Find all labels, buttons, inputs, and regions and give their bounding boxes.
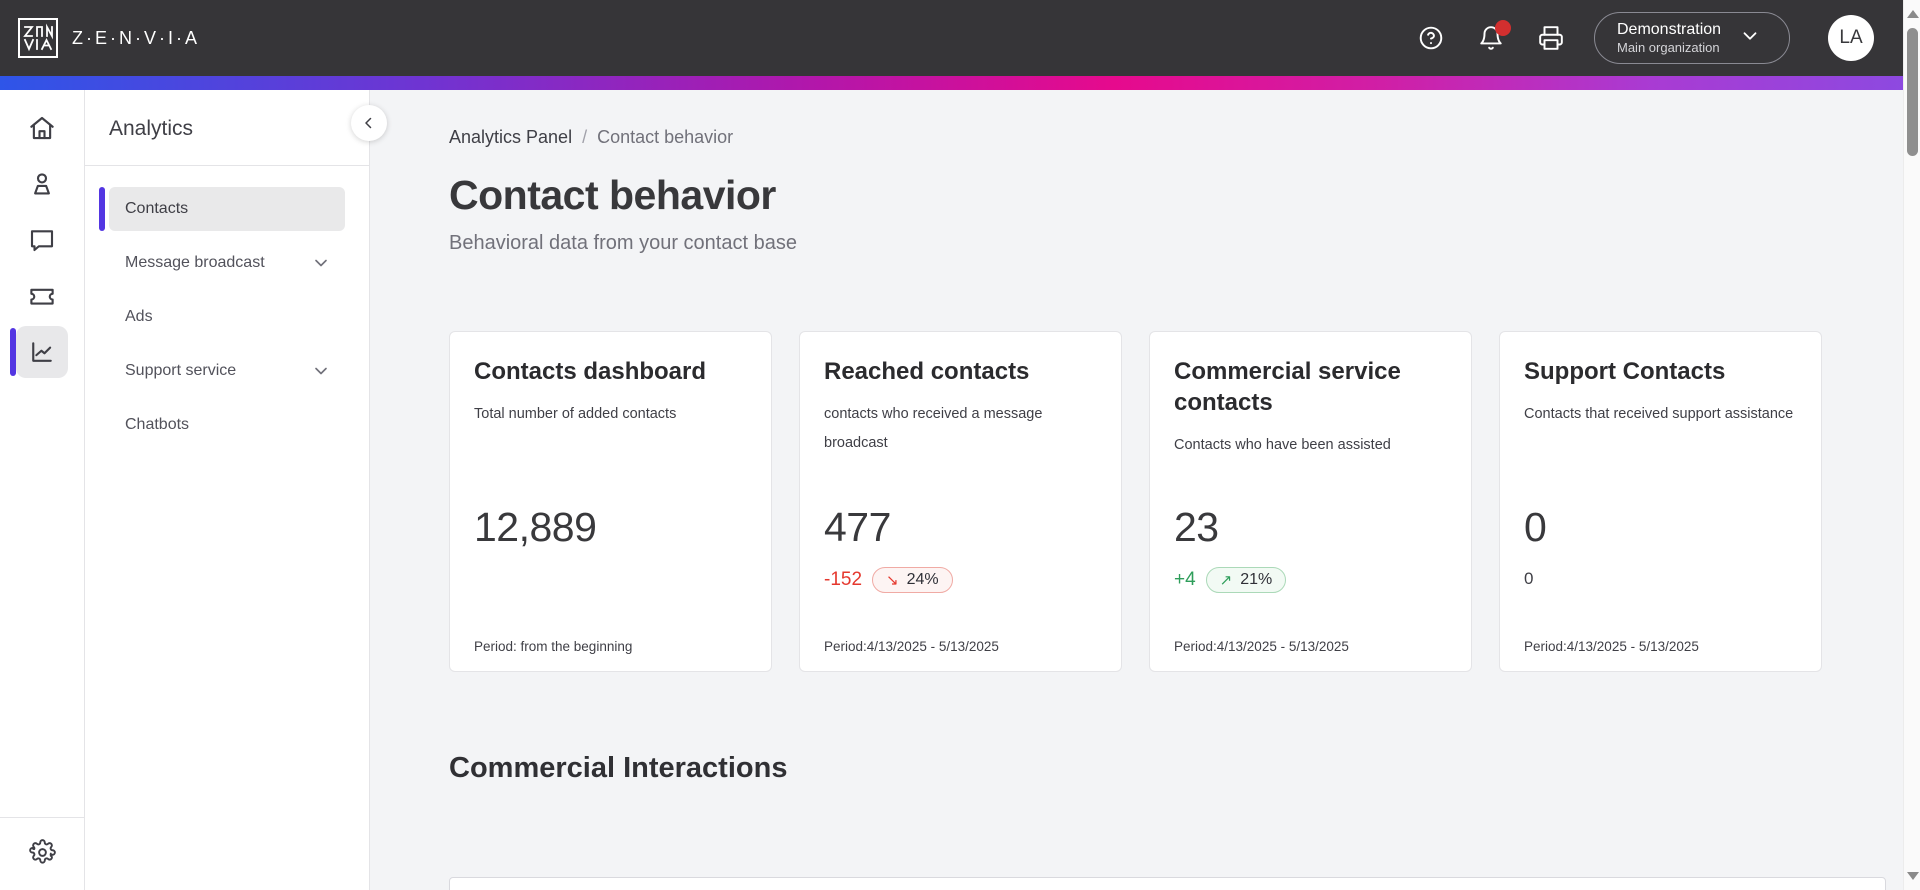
printer-icon xyxy=(1539,26,1563,50)
sidebar-item-ads[interactable]: Ads xyxy=(109,295,345,339)
card-value: 12,889 xyxy=(474,504,597,550)
card-title: Contacts dashboard xyxy=(474,358,707,385)
card-title: Reached contacts xyxy=(824,358,1030,385)
notifications-bell-icon xyxy=(1480,26,1502,50)
page-subtitle: Behavioral data from your contact base xyxy=(449,232,797,254)
sidebar-item-label: Message broadcast xyxy=(125,254,265,271)
sidebar-item-chatbots[interactable]: Chatbots xyxy=(109,403,345,447)
card-value: 477 xyxy=(824,504,891,550)
help-button[interactable] xyxy=(1414,21,1448,55)
card-title: Commercial service contacts xyxy=(1174,358,1401,417)
breadcrumb: Analytics Panel / Contact behavior xyxy=(449,127,1920,148)
arrow-down-right-icon: ↘ xyxy=(886,572,899,589)
print-button[interactable] xyxy=(1534,21,1568,55)
topbar: Z·E·N·V·I·A Demonstration Main organizat… xyxy=(0,0,1920,76)
card-support-contacts: Support Contacts Contacts that received … xyxy=(1499,331,1822,672)
card-description: Contacts who have been assisted xyxy=(1174,437,1391,454)
commercial-interactions-panel xyxy=(449,877,1886,890)
chevron-down-icon xyxy=(311,361,331,381)
rail-item-home[interactable] xyxy=(0,100,85,156)
sidebar-item-message-broadcast[interactable]: Message broadcast xyxy=(109,241,345,285)
sidebar-item-contacts[interactable]: Contacts xyxy=(99,187,345,231)
rail-item-contacts[interactable] xyxy=(0,156,85,212)
sidebar-item-label: Contacts xyxy=(125,200,189,217)
avatar-initials: LA xyxy=(1839,27,1863,48)
chevron-down-icon xyxy=(311,253,331,273)
trend-badge-up: ↗ 21% xyxy=(1205,567,1287,593)
page-title: Contact behavior xyxy=(449,172,776,218)
chevron-left-icon xyxy=(365,117,372,129)
sidebar-header: Analytics xyxy=(85,90,369,166)
analytics-chart-icon xyxy=(32,342,52,362)
notifications-button[interactable] xyxy=(1474,20,1511,55)
scrollbar-up-arrow[interactable] xyxy=(1904,2,1920,26)
sidebar-nav: Contacts Message broadcast Ads Support s… xyxy=(85,166,369,447)
organization-name: Demonstration xyxy=(1617,20,1722,38)
badge-percent: 21% xyxy=(1240,571,1273,588)
settings-gear-icon xyxy=(28,838,56,864)
home-icon xyxy=(30,116,54,140)
card-period: Period:4/13/2025 - 5/13/2025 xyxy=(824,639,999,654)
card-value: 23 xyxy=(1174,504,1219,550)
card-commercial-service-contacts: Commercial service contacts Contacts who… xyxy=(1149,331,1472,672)
rail-item-settings[interactable] xyxy=(0,828,84,876)
badge-percent: 24% xyxy=(906,571,939,588)
sidebar-collapse-button[interactable] xyxy=(351,105,387,141)
sidebar-item-label: Ads xyxy=(125,308,153,325)
card-contacts-dashboard: Contacts dashboard Total number of added… xyxy=(449,331,772,672)
icon-rail xyxy=(0,90,85,890)
delta-value: -152 xyxy=(824,569,863,590)
scrollbar-thumb[interactable] xyxy=(1907,28,1918,156)
help-icon xyxy=(1419,26,1443,50)
main-content: Analytics Panel / Contact behavior Conta… xyxy=(370,90,1920,890)
card-description: Total number of added contacts xyxy=(474,406,677,423)
rail-item-tickets[interactable] xyxy=(0,268,85,324)
sidebar-item-support-service[interactable]: Support service xyxy=(109,349,345,393)
delta-value: +4 xyxy=(1174,569,1196,590)
card-period: Period:4/13/2025 - 5/13/2025 xyxy=(1524,639,1699,654)
zenvia-logo-icon xyxy=(18,18,58,58)
section-title-commercial-interactions: Commercial Interactions xyxy=(449,752,788,784)
scrollbar-down-arrow[interactable] xyxy=(1904,864,1920,888)
arrow-up-right-icon: ↗ xyxy=(1219,572,1233,589)
contacts-person-icon xyxy=(34,173,50,195)
sidebar-item-label: Chatbots xyxy=(125,416,190,433)
ticket-icon xyxy=(30,288,54,305)
sidebar: Analytics Contacts Message broadcast Ads… xyxy=(85,90,387,890)
organization-subtitle: Main organization xyxy=(1617,39,1720,55)
sidebar-title: Analytics xyxy=(109,117,194,140)
user-avatar[interactable]: LA xyxy=(1828,15,1874,61)
breadcrumb-current: Contact behavior xyxy=(597,127,734,147)
brand-wordmark: Z·E·N·V·I·A xyxy=(72,27,200,48)
card-reached-contacts: Reached contacts contacts who received a… xyxy=(799,331,1122,672)
brand-gradient-bar xyxy=(0,76,1920,90)
kpi-cards-row: Contacts dashboard Total number of added… xyxy=(449,331,1920,672)
card-period: Period:4/13/2025 - 5/13/2025 xyxy=(1174,639,1349,654)
page-scrollbar[interactable] xyxy=(1903,0,1920,890)
card-period: Period: from the beginning xyxy=(474,639,633,654)
card-value: 0 xyxy=(1524,504,1547,550)
chevron-down-icon xyxy=(1739,25,1761,52)
rail-item-analytics[interactable] xyxy=(0,324,85,380)
rail-bottom xyxy=(0,817,84,890)
sidebar-item-label: Support service xyxy=(125,362,237,379)
breadcrumb-separator: / xyxy=(582,127,588,147)
notification-dot xyxy=(1495,20,1511,36)
rail-item-conversations[interactable] xyxy=(0,212,85,268)
card-description: contacts who received a message broadcas… xyxy=(824,406,1043,452)
organization-switcher[interactable]: Demonstration Main organization xyxy=(1594,12,1790,64)
breadcrumb-analytics-panel[interactable]: Analytics Panel xyxy=(449,127,573,147)
card-title: Support Contacts xyxy=(1524,358,1726,385)
conversations-chat-icon xyxy=(30,230,54,252)
card-description: Contacts that received support assistanc… xyxy=(1524,406,1794,423)
trend-badge-down: ↘ 24% xyxy=(872,567,953,593)
card-sub-value: 0 xyxy=(1524,569,1534,588)
